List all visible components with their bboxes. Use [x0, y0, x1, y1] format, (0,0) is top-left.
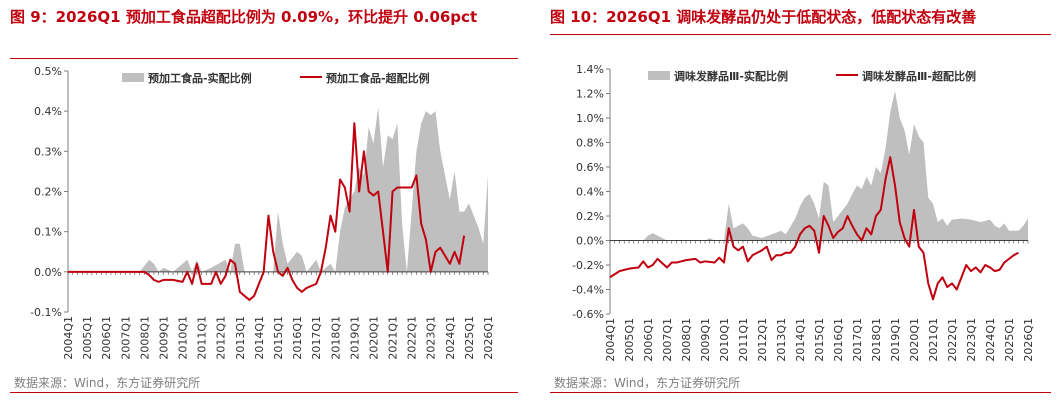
title-divider: [10, 58, 518, 59]
x-tick-label: 2015Q1: [813, 318, 826, 362]
chart-figure: -0.1% 0.0% 0.1% 0.2% 0.3% 0.4% 0.5% 2004Q1 2005Q…: [30, 65, 495, 360]
x-tick-label: 2013Q1: [234, 316, 247, 360]
chart-source: 数据来源：Wind，东方证券研究所: [554, 376, 741, 390]
chart-figure: -0.6% -0.4% -0.2% 0.0% 0.2% 0.4% 0.6% 0.8% 1.0% 1…: [572, 63, 1035, 362]
x-tick-label: 2005Q1: [81, 316, 94, 360]
legend-label-line: 调味发酵品Ⅲ-超配比例: [862, 69, 976, 83]
x-tick-label: 2023Q1: [425, 316, 438, 360]
x-tick-label: 2024Q1: [444, 316, 457, 360]
x-tick-label: 2017Q1: [851, 318, 864, 362]
x-tick-label: 2011Q1: [196, 316, 209, 360]
area-series-actual: [68, 107, 488, 272]
bottom-divider: [550, 392, 1051, 393]
y-tick-label: 1.0%: [576, 112, 604, 125]
area-series-actual: [610, 91, 1028, 241]
x-tick-label: 2005Q1: [623, 318, 636, 362]
x-tick-label: 2019Q1: [889, 318, 902, 362]
y-tick-label: 0.1%: [34, 226, 62, 239]
x-tick-label: 2017Q1: [310, 316, 323, 360]
legend-swatch-area: [122, 73, 144, 82]
line-series-overweight: [609, 156, 1019, 301]
y-tick-label: 1.2%: [576, 88, 604, 101]
x-tick-label: 2012Q1: [756, 318, 769, 362]
x-tick-label: 2014Q1: [794, 318, 807, 362]
chart-source: 数据来源：Wind，东方证券研究所: [14, 376, 201, 390]
y-tick-label: -0.4%: [572, 284, 604, 297]
x-tick-label: 2014Q1: [253, 316, 266, 360]
x-tick-label: 2026Q1: [482, 316, 495, 360]
y-tick-label: 0.8%: [576, 137, 604, 150]
y-tick-label: 0.2%: [34, 186, 62, 199]
x-tick-label: 2018Q1: [329, 316, 342, 360]
x-tick-label: 2007Q1: [119, 316, 132, 360]
x-tick-label: 2011Q1: [737, 318, 750, 362]
x-tick-label: 2022Q1: [946, 318, 959, 362]
line-series-overweight: [68, 122, 466, 301]
x-tick-label: 2020Q1: [908, 318, 921, 362]
x-tick-label: 2004Q1: [604, 318, 617, 362]
x-tick-label: 2020Q1: [367, 316, 380, 360]
y-tick-label: 0.0%: [34, 266, 62, 279]
chart-title: 图 9：2026Q1 预加工食品超配比例为 0.09%，环比提升 0.06pct: [10, 8, 478, 26]
x-tick-label: 2016Q1: [832, 318, 845, 362]
x-tick-label: 2012Q1: [215, 316, 228, 360]
y-tick-label: 0.4%: [34, 105, 62, 118]
x-tick-label: 2019Q1: [348, 316, 361, 360]
x-tick-label: 2022Q1: [406, 316, 419, 360]
x-tick-label: 2010Q1: [718, 318, 731, 362]
x-tick-label: 2016Q1: [291, 316, 304, 360]
chart-panel-right: 图 10：2026Q1 调味发酵品仍处于低配状态，低配状态有改善 -0.6% -0…: [540, 0, 1061, 400]
x-tick-label: 2025Q1: [463, 316, 476, 360]
x-tick-label: 2015Q1: [272, 316, 285, 360]
bottom-divider: [10, 392, 518, 393]
chart-panel-left: 图 9：2026Q1 预加工食品超配比例为 0.09%，环比提升 0.06pct…: [0, 0, 528, 400]
y-tick-label: 0.0%: [576, 235, 604, 248]
x-tick-label: 2013Q1: [775, 318, 788, 362]
x-tick-label: 2018Q1: [870, 318, 883, 362]
x-tick-label: 2004Q1: [62, 316, 75, 360]
x-tick-label: 2008Q1: [680, 318, 693, 362]
y-tick-label: -0.2%: [572, 259, 604, 272]
x-tick-label: 2008Q1: [138, 316, 151, 360]
y-tick-label: 0.5%: [34, 65, 62, 78]
y-tick-label: -0.1%: [30, 306, 62, 319]
legend-label-line: 预加工食品-超配比例: [326, 71, 430, 85]
x-tick-label: 2010Q1: [177, 316, 190, 360]
x-tick-label: 2026Q1: [1022, 318, 1035, 362]
x-tick-label: 2024Q1: [984, 318, 997, 362]
legend-label-area: 预加工食品-实配比例: [148, 71, 252, 85]
chart-title: 图 10：2026Q1 调味发酵品仍处于低配状态，低配状态有改善: [550, 8, 977, 26]
y-tick-label: 0.2%: [576, 210, 604, 223]
y-tick-label: 1.4%: [576, 63, 604, 76]
legend-label-area: 调味发酵品Ⅲ-实配比例: [674, 69, 788, 83]
y-tick-label: 0.4%: [576, 186, 604, 199]
x-tick-label: 2006Q1: [642, 318, 655, 362]
x-tick-label: 2023Q1: [965, 318, 978, 362]
x-tick-label: 2025Q1: [1003, 318, 1016, 362]
x-tick-label: 2009Q1: [157, 316, 170, 360]
x-tick-label: 2009Q1: [699, 318, 712, 362]
legend-swatch-area: [648, 71, 670, 80]
y-tick-label: 0.3%: [34, 145, 62, 158]
y-tick-label: 0.6%: [576, 161, 604, 174]
x-tick-label: 2021Q1: [387, 316, 400, 360]
title-divider: [550, 34, 1051, 35]
legend: 调味发酵品Ⅲ-实配比例 调味发酵品Ⅲ-超配比例: [648, 69, 976, 83]
x-tick-label: 2006Q1: [100, 316, 113, 360]
x-tick-label: 2021Q1: [927, 318, 940, 362]
x-tick-label: 2007Q1: [661, 318, 674, 362]
y-tick-label: -0.6%: [572, 308, 604, 321]
legend: 预加工食品-实配比例 预加工食品-超配比例: [122, 71, 430, 85]
